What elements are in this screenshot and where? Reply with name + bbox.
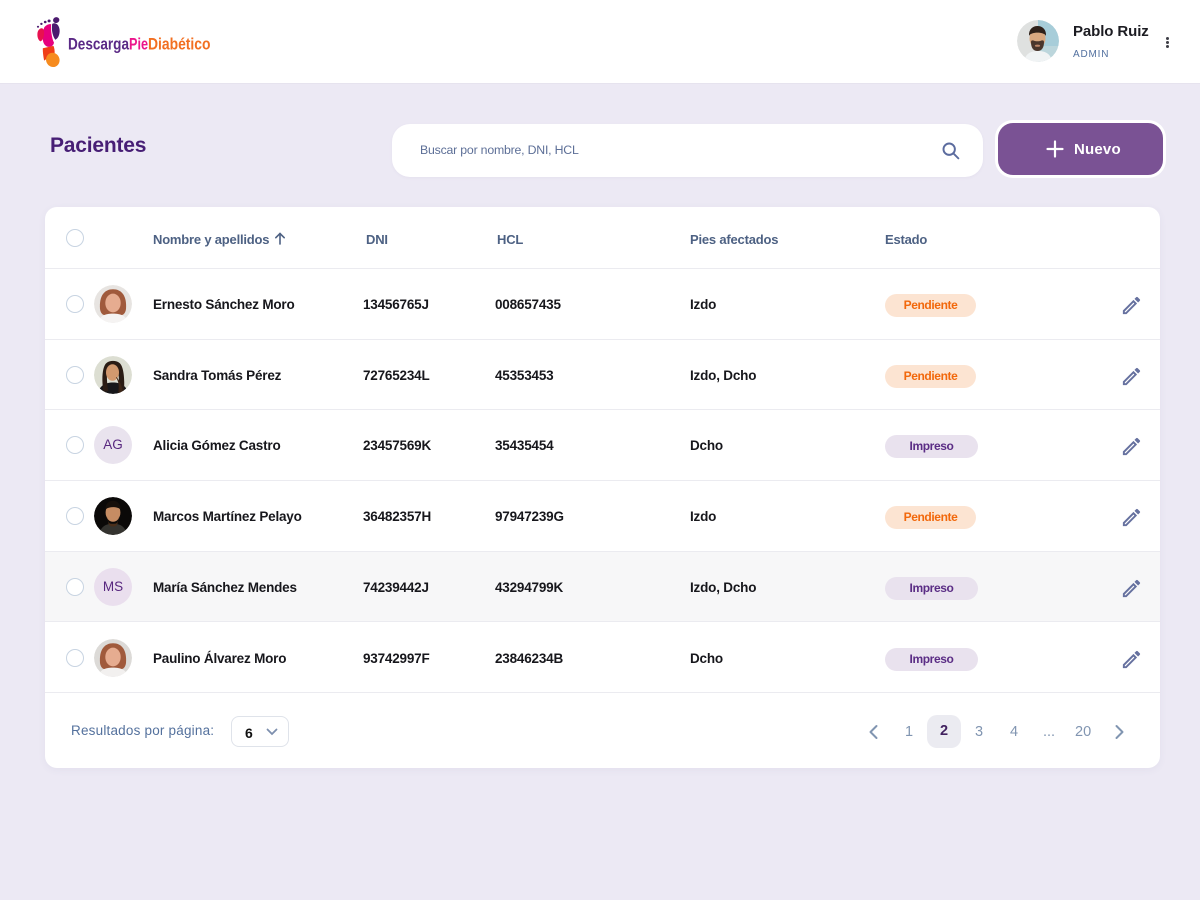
svg-text:Diabético: Diabético <box>148 35 211 54</box>
svg-text:Pie: Pie <box>129 35 148 54</box>
svg-text:Descarga: Descarga <box>68 35 130 54</box>
